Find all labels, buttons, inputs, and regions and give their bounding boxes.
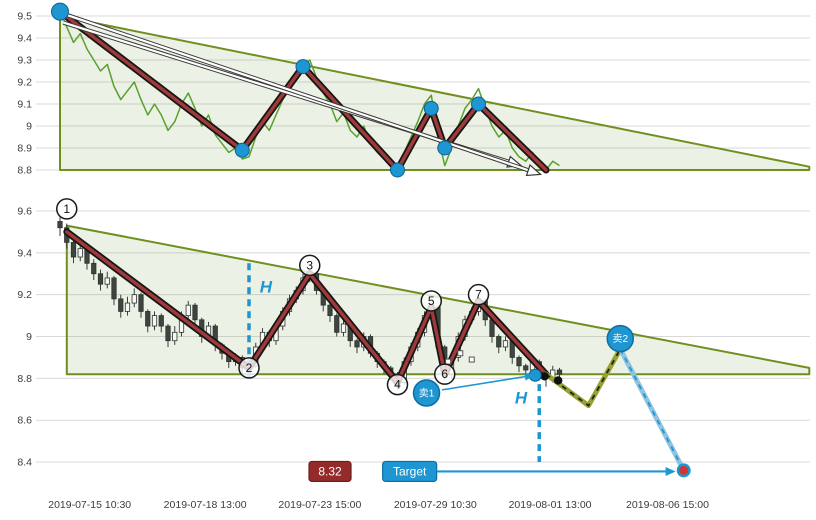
pivot-dot xyxy=(437,140,453,156)
x-tick-label: 2019-07-23 15:00 xyxy=(278,499,361,511)
end-dot xyxy=(540,372,549,381)
target-price-badge xyxy=(308,460,352,483)
y-tick-label: 8.6 xyxy=(17,415,32,427)
candle-body xyxy=(77,248,83,258)
h-label: H xyxy=(515,388,528,407)
candle-body xyxy=(523,365,529,371)
candle-body xyxy=(97,273,104,285)
candle-body xyxy=(185,304,191,317)
pivot-dot xyxy=(423,100,439,116)
end-dot xyxy=(553,376,563,385)
candle-body xyxy=(354,340,360,348)
gap-marker xyxy=(445,358,452,365)
x-tick-label: 2019-08-01 13:00 xyxy=(509,499,592,511)
forecast-line-blue-dash xyxy=(619,348,685,471)
candle-body xyxy=(111,277,117,300)
forecast-line-olive-dash xyxy=(545,348,622,407)
candle-body xyxy=(340,323,347,333)
pivot-number-badge xyxy=(56,198,78,220)
sell1-arrow-head xyxy=(524,372,534,381)
y-tick-label: 9.2 xyxy=(17,289,32,301)
candle-body xyxy=(165,325,171,342)
pivot-number: 6 xyxy=(441,367,448,381)
pivot-number: 3 xyxy=(306,258,313,272)
pivot-number: 7 xyxy=(475,288,482,302)
pivot-number-badge xyxy=(420,290,442,312)
candle-body xyxy=(334,315,340,333)
x-tick-label: 2019-07-15 10:30 xyxy=(48,499,131,511)
candle-body xyxy=(131,294,137,304)
price-line xyxy=(59,11,560,176)
pivot-dot xyxy=(234,142,250,158)
trend-projection-arrow-head xyxy=(525,163,543,177)
candle-body xyxy=(145,311,151,327)
pivot-number-badge xyxy=(386,373,409,396)
sell1-arrow xyxy=(441,375,526,391)
pivot-dot xyxy=(51,2,69,21)
candle-body xyxy=(57,221,63,229)
h-label: H xyxy=(260,278,273,297)
sell2-badge-label: 卖2 xyxy=(612,333,628,345)
candle-body xyxy=(70,241,77,258)
candle-body xyxy=(138,294,144,312)
candle-body xyxy=(502,340,509,348)
target-arrow-head xyxy=(665,467,676,476)
gap-marker xyxy=(468,356,475,363)
y-tick-label: 9.5 xyxy=(17,11,32,23)
pivot-number-badge xyxy=(299,254,321,277)
pivot-number-badge xyxy=(434,363,456,385)
candle-body xyxy=(172,331,178,342)
candle-body xyxy=(104,277,110,285)
gap-marker xyxy=(457,350,464,357)
y-tick-label: 8.8 xyxy=(17,165,32,177)
y-tick-label: 9.6 xyxy=(17,206,32,218)
x-tick-label: 2019-07-29 10:30 xyxy=(394,499,477,511)
pivot-dot xyxy=(390,162,405,178)
candle-body xyxy=(556,369,563,375)
target-point-marker xyxy=(679,465,689,475)
pivot-number: 2 xyxy=(246,361,253,375)
candle-body xyxy=(91,262,97,275)
pivot-dot xyxy=(471,96,486,112)
sell1-badge-label: 卖1 xyxy=(419,388,435,400)
y-tick-label: 8.4 xyxy=(17,457,32,469)
target-price-value: 8.32 xyxy=(318,464,342,478)
pivot-number-badge xyxy=(238,357,260,379)
zigzag-line xyxy=(58,9,548,172)
candle-body xyxy=(327,304,333,317)
y-tick-label: 9.2 xyxy=(17,77,32,89)
candle-body xyxy=(192,304,198,321)
x-tick-label: 2019-07-18 13:00 xyxy=(164,499,247,511)
target-button-label: Target xyxy=(393,464,427,478)
y-tick-label: 9 xyxy=(26,121,32,133)
y-tick-label: 8.8 xyxy=(17,373,32,385)
candle-body xyxy=(118,298,124,312)
y-tick-label: 9.3 xyxy=(17,55,32,67)
candle-body xyxy=(124,302,131,312)
x-tick-label: 2019-08-06 15:00 xyxy=(626,499,709,511)
pivot-number: 4 xyxy=(394,378,401,392)
sell1-badge xyxy=(412,379,441,407)
y-tick-label: 9 xyxy=(26,331,32,343)
y-tick-label: 8.9 xyxy=(17,143,32,155)
pivot-number: 1 xyxy=(63,202,70,216)
pivot-number-badge xyxy=(467,283,490,306)
sell2-badge xyxy=(606,324,634,353)
y-tick-label: 9.1 xyxy=(17,99,32,111)
candle-body xyxy=(151,315,158,327)
candle-body xyxy=(516,357,522,367)
pivot-dot xyxy=(295,59,311,75)
candle-body xyxy=(158,315,164,327)
candle-body xyxy=(496,336,502,348)
zigzag-line xyxy=(65,230,548,385)
y-tick-label: 9.4 xyxy=(17,33,32,45)
y-tick-label: 9.4 xyxy=(17,247,32,259)
trend-triangle xyxy=(59,15,811,171)
pivot-number: 5 xyxy=(428,294,435,308)
